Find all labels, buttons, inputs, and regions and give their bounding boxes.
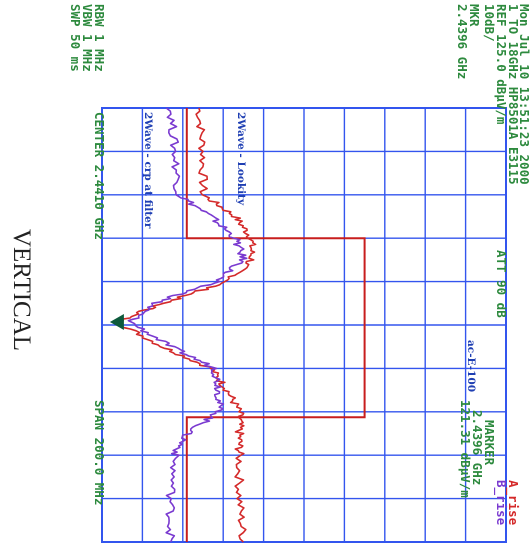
sweep-time: SWP 50 ms — [68, 4, 83, 72]
mkr-title: MKR — [467, 4, 482, 27]
range-antenna-line: 1 TO 18GHz HP8501A E3115 — [506, 4, 521, 185]
center-frequency: CENTER 2.4410 GHz — [92, 112, 107, 240]
sweep-date-time: Mon Jul 10 13:51:23 2000 — [517, 4, 531, 185]
peak-note: ac-E-100 — [465, 340, 477, 392]
mkr-frequency: 2.4396 GHz — [455, 4, 470, 79]
purple-trace-note: 2Wave - crp at filter — [142, 112, 154, 229]
red-trace-note: 2Wave - Lookity — [235, 112, 247, 206]
resolution-bandwidth: RBW 1 MHz — [92, 4, 107, 72]
marker-frequency: 2.4396 GHz — [470, 410, 485, 485]
orientation-caption-text: VERTICAL — [8, 229, 35, 351]
plot-grid — [101, 107, 507, 543]
reference-level: REF 125.0 dBµV/m — [494, 4, 509, 125]
limit-mask — [185, 108, 366, 542]
trace-b-label: B_rise — [493, 480, 509, 526]
frequency-span: SPAN 200.0 MHz — [92, 400, 107, 505]
video-bandwidth: VBW 1 MHz — [80, 4, 95, 72]
marker-level: 121.31 dBµV/m — [458, 400, 473, 498]
marker-title: MARKER — [482, 420, 497, 466]
attenuation: ATT 90 dB — [494, 250, 509, 318]
limit-line — [185, 108, 366, 542]
trace-a-label: A_rise — [505, 480, 521, 526]
orientation-caption: VERTICAL — [8, 229, 35, 351]
vertical-scale: 10dB/ — [482, 4, 497, 42]
peak-marker-icon — [109, 313, 124, 330]
marker-layer — [109, 313, 124, 330]
trace-b-purple — [127, 107, 248, 543]
